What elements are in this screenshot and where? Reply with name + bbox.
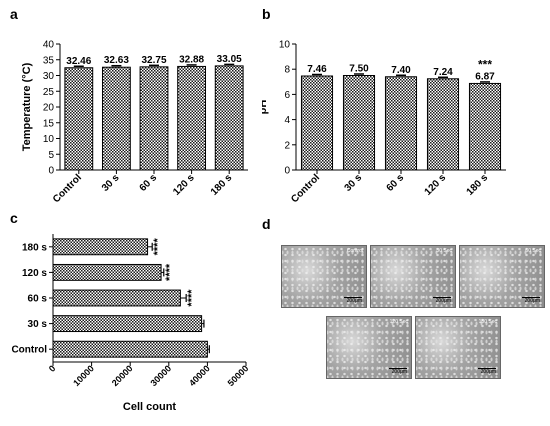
y-tick-label: 6	[284, 90, 290, 101]
chart-cell-count: 0 10000 20000 30000 40000 50000 180 s **** 120 s…	[11, 234, 251, 413]
y-tick-label: 8	[284, 65, 290, 76]
x-tick-label: 10000	[71, 363, 96, 388]
micrograph-label: 120 Sec	[389, 319, 408, 325]
significance-annotation: ***	[478, 57, 492, 71]
chart-ph: 0 2 4 6 8 10 7.46 Control 7.50 30 s 7.40 60 s 7.24 12…	[262, 40, 506, 205]
scale-label: 200μm	[435, 298, 451, 304]
bar	[52, 238, 149, 256]
micrograph-label: 60 Sec	[525, 248, 541, 254]
micrograph-30-sec: 30 Sec 200μm	[370, 245, 456, 308]
x-tick-label: 20000	[110, 363, 135, 388]
x-axis-title: Cell count	[123, 401, 177, 413]
scale-bar	[478, 367, 496, 369]
scale-label: 200μm	[480, 369, 496, 375]
micrograph-label: 180 Sec	[478, 319, 497, 325]
x-tick-label: 40000	[187, 363, 212, 388]
y-tick-label: 0	[48, 166, 54, 177]
data-label: 32.63	[104, 55, 129, 66]
y-tick-label: 40	[43, 40, 55, 51]
micrograph-60-sec: 60 Sec 200μm	[459, 245, 545, 308]
x-tick-label: 50000	[226, 363, 251, 388]
y-tick-label: 0	[284, 166, 290, 177]
x-tick-label: 60 s	[138, 172, 160, 194]
scale-label: 200μm	[524, 298, 540, 304]
bar	[52, 263, 162, 281]
data-label: 32.46	[66, 56, 91, 67]
x-tick-label: 180 s	[465, 172, 491, 198]
bar	[384, 76, 418, 171]
x-tick-label: 120 s	[171, 172, 197, 198]
x-tick-label: 60 s	[385, 172, 407, 194]
significance-annotation: ****	[164, 263, 176, 281]
bar	[342, 75, 376, 171]
significance-annotation: ****	[186, 289, 198, 307]
panel-label-c: c	[10, 210, 18, 226]
y-tick-label: 20	[43, 103, 55, 114]
x-tick-label: 30 s	[100, 172, 122, 194]
data-label: 33.05	[217, 54, 242, 65]
y-tick-label: 5	[48, 150, 54, 161]
micrograph-label: 30 Sec	[436, 248, 452, 254]
y-tick-label: Control	[11, 345, 47, 356]
x-tick-label: Control	[51, 172, 84, 205]
scale-label: 200μm	[391, 369, 407, 375]
micrograph-label: Control	[346, 248, 363, 254]
bar	[52, 340, 208, 358]
data-label: 32.88	[179, 54, 204, 65]
significance-annotation: ****	[152, 238, 164, 256]
micrograph-180-sec: 180 Sec 200μm	[415, 316, 501, 379]
panel-label-a: a	[10, 6, 18, 22]
y-tick-label: 30 s	[28, 319, 48, 330]
bar	[300, 75, 334, 171]
x-tick-label: 120 s	[423, 172, 449, 198]
scale-bar	[433, 296, 451, 298]
y-tick-label: 15	[43, 118, 55, 129]
panel-label-b: b	[262, 6, 271, 22]
data-label: 7.40	[391, 65, 411, 76]
micrograph-120-sec: 120 Sec 200μm	[326, 316, 412, 379]
y-tick-label: 120 s	[22, 268, 47, 279]
x-tick-label: Control	[289, 172, 322, 205]
x-tick-label: 180 s	[209, 172, 235, 198]
y-axis-title: Temperature (°C)	[21, 62, 33, 151]
x-tick-label: 30 s	[343, 172, 365, 194]
y-tick-label: 35	[43, 55, 55, 66]
y-tick-label: 10	[43, 134, 55, 145]
bar	[64, 67, 94, 171]
chart-temperature: 0 5 10 15 20 25 30 35 40 32.46 Control 32.63 30 s 32.…	[21, 40, 248, 205]
scale-label: 200μm	[346, 298, 362, 304]
y-tick-label: 2	[284, 140, 290, 151]
scale-bar	[344, 296, 362, 298]
data-label: 7.50	[349, 64, 369, 75]
bar	[52, 289, 181, 307]
data-label: 32.75	[141, 55, 166, 66]
bar	[177, 65, 207, 171]
y-tick-label: 4	[284, 115, 290, 126]
data-label: 7.24	[433, 67, 453, 78]
y-tick-label: 180 s	[22, 242, 47, 253]
scale-bar	[522, 296, 540, 298]
y-tick-label: 60 s	[28, 294, 48, 305]
scale-bar	[389, 367, 407, 369]
bar	[426, 78, 460, 171]
x-tick-label: 30000	[148, 363, 173, 388]
y-tick-label: 10	[279, 40, 291, 51]
y-tick-label: 25	[43, 87, 55, 98]
micrograph-control: Control 200μm	[281, 245, 367, 308]
panel-label-d: d	[262, 216, 271, 232]
y-axis-title: pH	[262, 100, 269, 115]
bar	[139, 66, 169, 171]
bar	[214, 65, 244, 171]
bar	[468, 82, 502, 171]
data-label: 7.46	[307, 64, 327, 75]
x-tick-label: 0	[47, 363, 58, 374]
bar	[101, 66, 131, 171]
data-label: 6.87	[475, 71, 495, 82]
y-tick-label: 30	[43, 71, 55, 82]
bar	[52, 315, 203, 333]
